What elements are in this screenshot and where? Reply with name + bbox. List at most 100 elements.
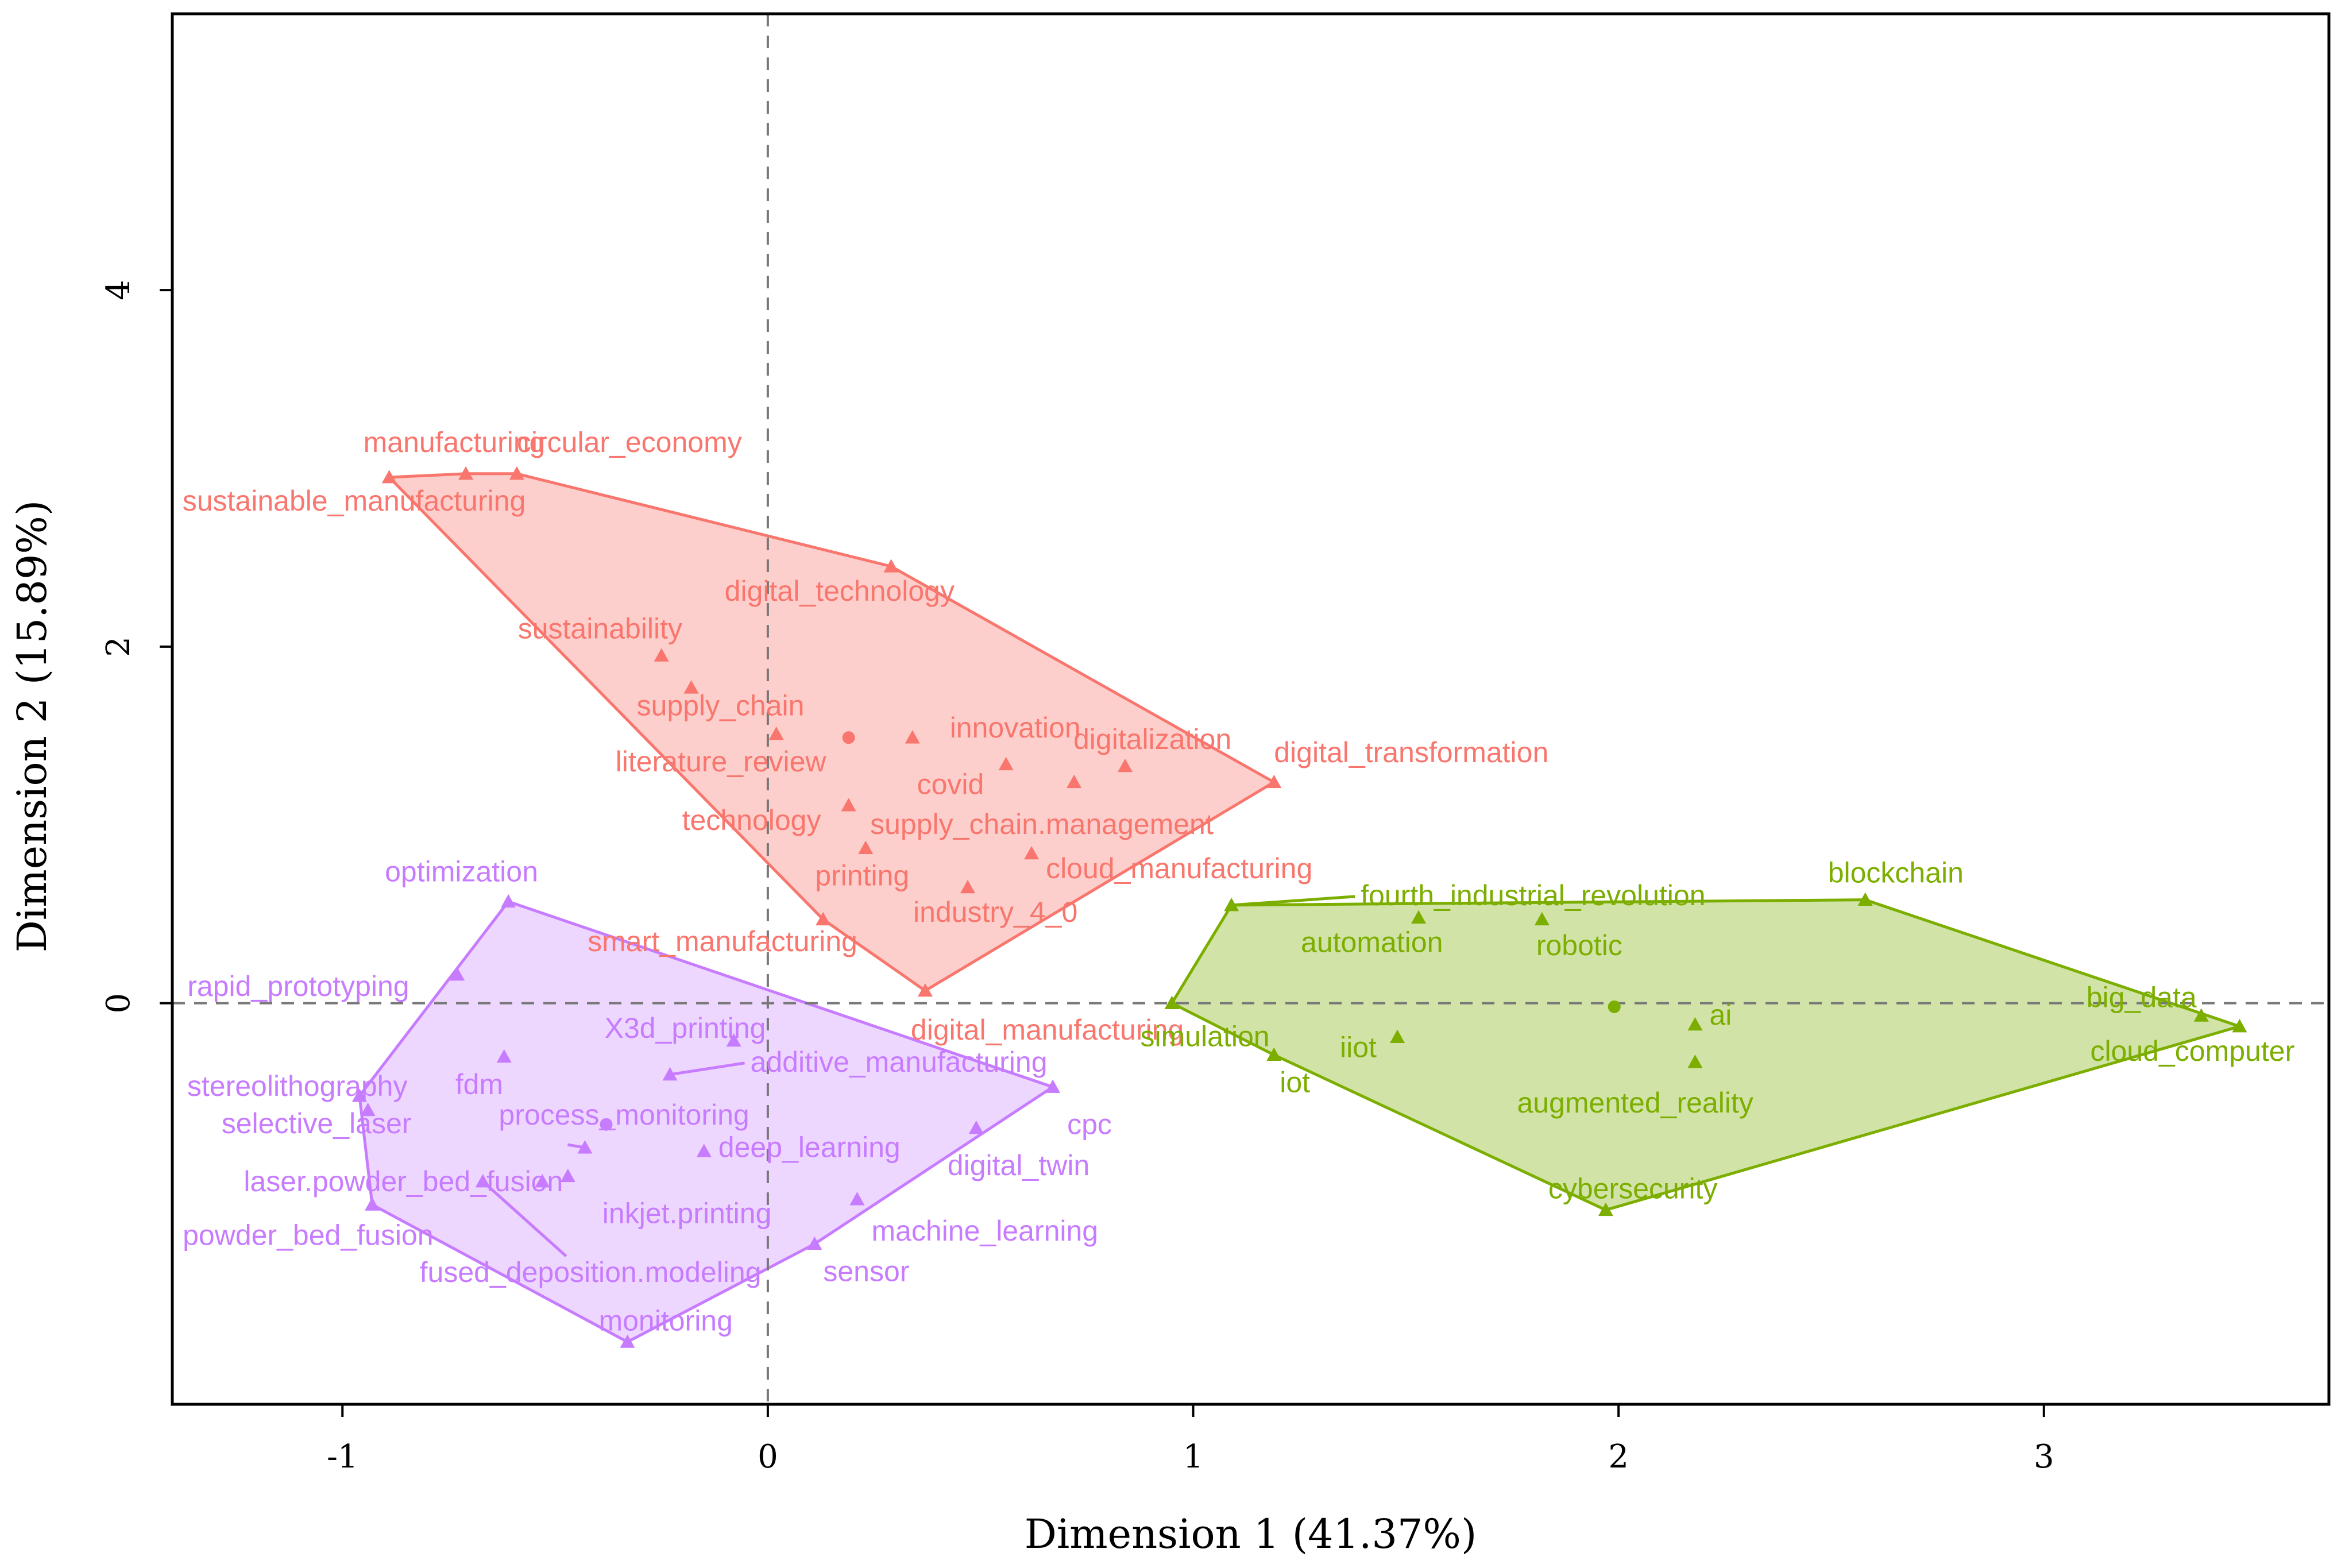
point-digitalization bbox=[1118, 758, 1133, 773]
point-digital-twin bbox=[968, 1120, 984, 1134]
point-covid bbox=[998, 756, 1014, 771]
label-supply-chain-management: supply_chain.management bbox=[870, 808, 1214, 840]
label-cloud-computer: cloud_computer bbox=[2090, 1035, 2294, 1067]
cluster-purple-centroid bbox=[600, 1118, 613, 1131]
label-stereolithography: stereolithography bbox=[187, 1070, 408, 1102]
point-deep-learning bbox=[696, 1144, 712, 1157]
point-cloud-computer bbox=[2232, 1018, 2247, 1033]
point-inkjet-printing bbox=[560, 1168, 575, 1183]
label-fdm: fdm bbox=[455, 1068, 503, 1100]
point-circular-economy bbox=[509, 466, 524, 480]
label-rapid-prototyping: rapid_prototyping bbox=[187, 970, 409, 1002]
label-iot: iot bbox=[1280, 1067, 1310, 1099]
x-tick-label: 1 bbox=[1183, 1438, 1204, 1476]
label-iiot: iiot bbox=[1340, 1032, 1377, 1064]
point-literature-review bbox=[768, 726, 784, 740]
label-smart-manufacturing: smart_manufacturing bbox=[588, 925, 857, 957]
point-digital-technology bbox=[883, 559, 899, 573]
label-process-monitoring: process_monitoring bbox=[499, 1099, 749, 1131]
label-literature-review: literature_review bbox=[616, 746, 827, 778]
point-sensor bbox=[807, 1236, 822, 1250]
label-innovation: innovation bbox=[950, 712, 1081, 744]
point-stereolithography bbox=[351, 1088, 367, 1102]
x-axis-title: Dimension 1 (41.37%) bbox=[1025, 1511, 1477, 1558]
point-digital-manufacturing bbox=[917, 983, 933, 997]
label-machine-learning: machine_learning bbox=[871, 1215, 1098, 1247]
label-digitalization: digitalization bbox=[1073, 723, 1231, 755]
point-cloud-manufacturing bbox=[1024, 845, 1040, 860]
point-sustainable-manufacturing bbox=[381, 470, 397, 484]
cluster-green-centroid bbox=[1608, 1000, 1621, 1013]
point-robotic bbox=[1534, 912, 1550, 926]
label-cpc: cpc bbox=[1067, 1109, 1112, 1141]
point-x3d-printing bbox=[726, 1033, 741, 1047]
label-circular-economy: circular_economy bbox=[517, 426, 742, 458]
label-sustainable-manufacturing: sustainable_manufacturing bbox=[183, 485, 526, 517]
point-smart-manufacturing bbox=[816, 912, 831, 926]
label-digital-manufacturing: digital_manufacturing bbox=[911, 1014, 1184, 1046]
label-digital-twin: digital_twin bbox=[948, 1149, 1089, 1181]
point-optimization bbox=[501, 894, 516, 908]
point-rapid-prototyping bbox=[450, 967, 465, 981]
point-machine-learning bbox=[849, 1192, 865, 1206]
x-tick-label: 3 bbox=[2034, 1438, 2054, 1476]
label-cloud-manufacturing: cloud_manufacturing bbox=[1046, 852, 1312, 885]
label-ai: ai bbox=[1709, 999, 1732, 1031]
label-digital-transformation: digital_transformation bbox=[1274, 736, 1548, 768]
label-fourth-industrial-revolution: fourth_industrial_revolution bbox=[1361, 879, 1705, 912]
data-points bbox=[351, 466, 2247, 1348]
plot-frame bbox=[171, 12, 2331, 1406]
point-fdm bbox=[496, 1049, 512, 1063]
label-technology: technology bbox=[682, 804, 821, 836]
leader-fused-deposition-modeling bbox=[481, 1180, 567, 1257]
label-manufacturing: manufacturing bbox=[364, 426, 546, 458]
point-big-data bbox=[2193, 1008, 2209, 1022]
point-simulation bbox=[1164, 995, 1180, 1010]
point-sustainability bbox=[654, 648, 669, 662]
reference-lines bbox=[172, 14, 2329, 1404]
label-covid: covid bbox=[917, 768, 984, 801]
cluster-red-centroid bbox=[842, 731, 855, 744]
leader-fourth-industrial-revolution bbox=[1231, 895, 1355, 907]
y-tick-label: 0 bbox=[100, 993, 137, 1014]
label-digital-technology: digital_technology bbox=[725, 575, 955, 607]
point-digital-transformation bbox=[1266, 774, 1282, 789]
label-laser-powder-bed-fusion: laser.powder_bed_fusion bbox=[244, 1165, 563, 1198]
y-tick-label: 2 bbox=[100, 636, 137, 657]
point-iot bbox=[1266, 1047, 1282, 1061]
point-laser-powder-bed-fusion bbox=[535, 1174, 550, 1188]
label-inkjet-printing: inkjet.printing bbox=[602, 1198, 772, 1230]
leader-additive-manufacturing bbox=[670, 1061, 745, 1076]
point-monitoring bbox=[620, 1334, 635, 1348]
cluster-red-hull bbox=[388, 472, 1276, 992]
x-tick-label: 2 bbox=[1608, 1438, 1629, 1476]
point-blockchain bbox=[1857, 892, 1873, 906]
x-axis-ticks: -1 0 1 2 3 bbox=[327, 1404, 2054, 1476]
label-selective-laser: selective_laser bbox=[222, 1107, 412, 1140]
point-innovation bbox=[905, 730, 920, 744]
y-axis-title: Dimension 2 (15.89%) bbox=[9, 500, 56, 953]
point-iiot bbox=[1390, 1029, 1405, 1044]
label-powder-bed-fusion: powder_bed_fusion bbox=[183, 1219, 433, 1251]
label-augmented-reality: augmented_reality bbox=[1517, 1087, 1753, 1119]
point-manufacturing bbox=[458, 466, 474, 480]
label-x3d-printing: X3d_printing bbox=[605, 1012, 766, 1044]
leader-process-monitoring bbox=[567, 1143, 585, 1149]
label-monitoring: monitoring bbox=[598, 1304, 732, 1337]
point-ai bbox=[1687, 1017, 1703, 1031]
point-cybersecurity bbox=[1598, 1202, 1613, 1216]
label-simulation: simulation bbox=[1140, 1021, 1269, 1053]
label-sustainability: sustainability bbox=[518, 612, 682, 644]
y-axis-ticks: 0 2 4 bbox=[100, 280, 172, 1013]
point-printing bbox=[858, 840, 874, 854]
point-supply-chain-management bbox=[1067, 774, 1082, 789]
point-industry-4-0 bbox=[960, 879, 975, 894]
label-fused-deposition-modeling: fused_deposition.modeling bbox=[420, 1256, 762, 1288]
y-tick-label: 4 bbox=[100, 280, 137, 300]
label-printing: printing bbox=[815, 860, 909, 892]
label-blockchain: blockchain bbox=[1828, 857, 1964, 889]
point-cpc bbox=[1045, 1079, 1061, 1093]
point-automation bbox=[1411, 910, 1427, 924]
